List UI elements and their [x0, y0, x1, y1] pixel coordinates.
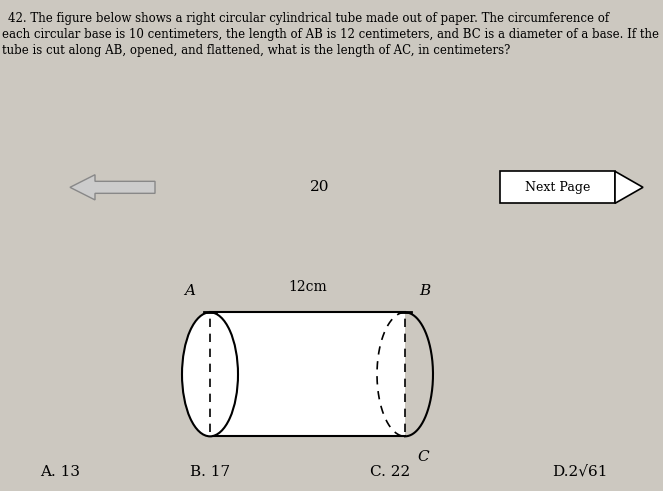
Text: each circular base is 10 centimeters, the length of AB is 12 centimeters, and BC: each circular base is 10 centimeters, th…: [2, 28, 659, 41]
Text: Next Page: Next Page: [525, 181, 590, 194]
Text: D.2√61: D.2√61: [552, 464, 608, 479]
Polygon shape: [70, 175, 155, 200]
Text: 20: 20: [310, 180, 330, 194]
Text: 12cm: 12cm: [288, 280, 327, 294]
Text: A: A: [184, 284, 196, 299]
Text: B. 17: B. 17: [190, 464, 230, 479]
Text: C. 22: C. 22: [370, 464, 410, 479]
Polygon shape: [210, 312, 405, 436]
Text: A. 13: A. 13: [40, 464, 80, 479]
Text: 42. The figure below shows a right circular cylindrical tube made out of paper. : 42. The figure below shows a right circu…: [8, 12, 609, 25]
Text: tube is cut along AB, opened, and flattened, what is the length of AC, in centim: tube is cut along AB, opened, and flatte…: [2, 44, 511, 57]
FancyBboxPatch shape: [500, 171, 615, 203]
Ellipse shape: [182, 312, 238, 436]
Text: B: B: [420, 284, 431, 299]
Polygon shape: [615, 171, 643, 203]
Text: C: C: [417, 450, 429, 464]
